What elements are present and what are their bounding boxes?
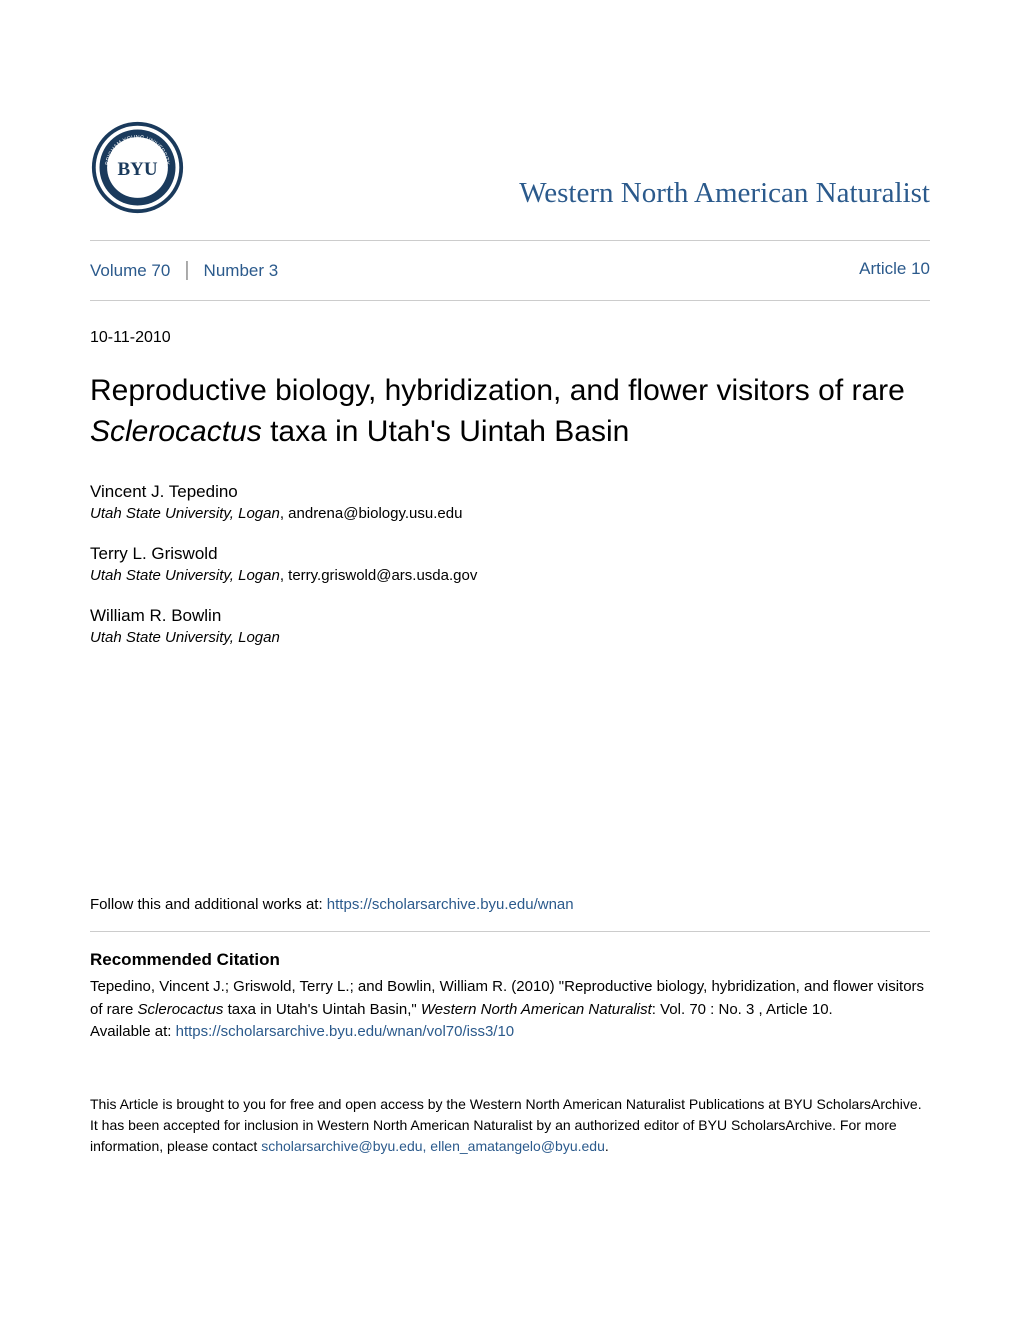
author-affiliation: Utah State University, Logan xyxy=(90,629,930,646)
byu-logo: BYU BRIGHAM YOUNG UNIVERSITY xyxy=(90,120,185,215)
journal-title[interactable]: Western North American Naturalist xyxy=(519,177,930,215)
citation-italic-1: Sclerocactus xyxy=(138,1001,224,1018)
follow-link[interactable]: https://scholarsarchive.byu.edu/wnan xyxy=(327,896,574,913)
title-italic: Sclerocactus xyxy=(90,415,262,448)
citation-heading: Recommended Citation xyxy=(90,950,930,970)
available-prefix: Available at: xyxy=(90,1023,176,1040)
author-block: Vincent J. Tepedino Utah State University… xyxy=(90,482,930,522)
author-affiliation: Utah State University, Logan, terry.gris… xyxy=(90,567,930,584)
article-link[interactable]: Article 10 xyxy=(859,259,930,282)
article-title: Reproductive biology, hybridization, and… xyxy=(90,371,930,452)
author-name: Terry L. Griswold xyxy=(90,544,930,564)
nav-separator: | xyxy=(184,259,189,282)
author-email: , terry.griswold@ars.usda.gov xyxy=(280,567,478,584)
citation-text: Tepedino, Vincent J.; Griswold, Terry L.… xyxy=(90,976,930,1044)
number-link[interactable]: Number 3 xyxy=(204,261,279,281)
citation-italic-2: Western North American Naturalist xyxy=(421,1001,652,1018)
author-block: William R. Bowlin Utah State University, … xyxy=(90,606,930,646)
header-row: BYU BRIGHAM YOUNG UNIVERSITY Western Nor… xyxy=(90,120,930,215)
footer-text: This Article is brought to you for free … xyxy=(90,1094,930,1157)
title-suffix: taxa in Utah's Uintah Basin xyxy=(262,415,630,448)
author-name: Vincent J. Tepedino xyxy=(90,482,930,502)
author-affiliation: Utah State University, Logan, andrena@bi… xyxy=(90,505,930,522)
affiliation-name: Utah State University, Logan xyxy=(90,505,280,522)
follow-prefix: Follow this and additional works at: xyxy=(90,896,327,913)
authors-container: Vincent J. Tepedino Utah State University… xyxy=(90,482,930,646)
citation-text-3: : Vol. 70 : No. 3 , Article 10. xyxy=(652,1001,833,1018)
title-prefix: Reproductive biology, hybridization, and… xyxy=(90,374,905,407)
follow-section: Follow this and additional works at: htt… xyxy=(90,896,930,931)
affiliation-name: Utah State University, Logan xyxy=(90,567,280,584)
nav-left: Volume 70 | Number 3 xyxy=(90,259,278,282)
footer-contact-link[interactable]: scholarsarchive@byu.edu, ellen_amatangel… xyxy=(261,1138,605,1154)
affiliation-name: Utah State University, Logan xyxy=(90,629,280,646)
author-name: William R. Bowlin xyxy=(90,606,930,626)
available-link[interactable]: https://scholarsarchive.byu.edu/wnan/vol… xyxy=(176,1023,515,1040)
citation-text-2: taxa in Utah's Uintah Basin," xyxy=(223,1001,420,1018)
volume-link[interactable]: Volume 70 xyxy=(90,261,170,281)
publication-date: 10-11-2010 xyxy=(90,329,930,347)
divider-bottom xyxy=(90,300,930,301)
nav-row: Volume 70 | Number 3 Article 10 xyxy=(90,241,930,300)
author-block: Terry L. Griswold Utah State University, … xyxy=(90,544,930,584)
footer-text-2: . xyxy=(605,1138,609,1154)
author-email: , andrena@biology.usu.edu xyxy=(280,505,463,522)
divider-citation xyxy=(90,931,930,932)
svg-text:BYU: BYU xyxy=(117,159,157,180)
